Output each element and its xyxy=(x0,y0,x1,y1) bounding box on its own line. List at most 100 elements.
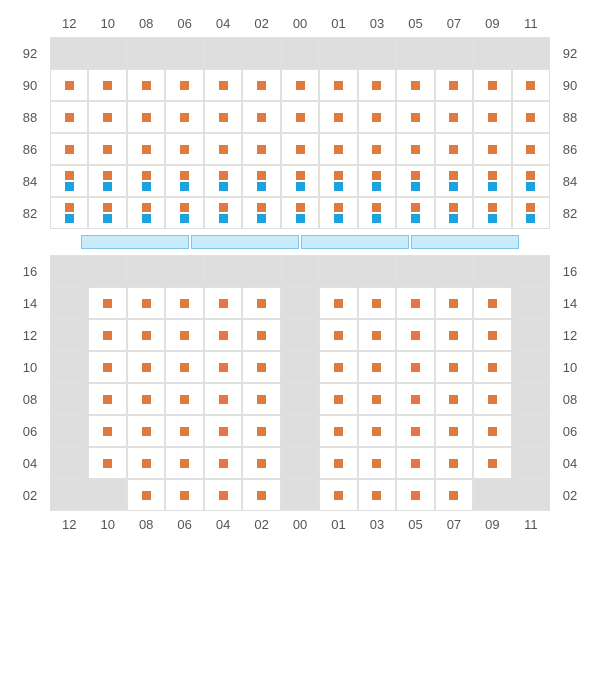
seat-cell[interactable] xyxy=(204,69,242,101)
seat-cell[interactable] xyxy=(242,319,280,351)
seat-cell[interactable] xyxy=(319,197,357,229)
seat-cell[interactable] xyxy=(396,197,434,229)
seat-cell[interactable] xyxy=(396,133,434,165)
seat-cell[interactable] xyxy=(435,447,473,479)
seat-cell[interactable] xyxy=(127,415,165,447)
seat-cell[interactable] xyxy=(358,287,396,319)
seat-cell[interactable] xyxy=(396,287,434,319)
seat-cell[interactable] xyxy=(435,287,473,319)
seat-cell[interactable] xyxy=(204,287,242,319)
seat-cell[interactable] xyxy=(50,133,88,165)
seat-cell[interactable] xyxy=(435,197,473,229)
seat-cell[interactable] xyxy=(319,479,357,511)
seat-cell[interactable] xyxy=(396,101,434,133)
seat-cell[interactable] xyxy=(512,101,550,133)
seat-cell[interactable] xyxy=(435,479,473,511)
seat-cell[interactable] xyxy=(50,197,88,229)
seat-cell[interactable] xyxy=(204,447,242,479)
seat-cell[interactable] xyxy=(242,165,280,197)
seat-cell[interactable] xyxy=(435,165,473,197)
seat-cell[interactable] xyxy=(127,383,165,415)
seat-cell[interactable] xyxy=(435,69,473,101)
seat-cell[interactable] xyxy=(127,133,165,165)
seat-cell[interactable] xyxy=(358,101,396,133)
seat-cell[interactable] xyxy=(88,319,126,351)
seat-cell[interactable] xyxy=(319,287,357,319)
seat-cell[interactable] xyxy=(88,133,126,165)
seat-cell[interactable] xyxy=(358,133,396,165)
seat-cell[interactable] xyxy=(204,383,242,415)
seat-cell[interactable] xyxy=(242,133,280,165)
seat-cell[interactable] xyxy=(358,383,396,415)
seat-cell[interactable] xyxy=(165,319,203,351)
seat-cell[interactable] xyxy=(204,319,242,351)
seat-cell[interactable] xyxy=(358,197,396,229)
seat-cell[interactable] xyxy=(88,383,126,415)
seat-cell[interactable] xyxy=(396,69,434,101)
seat-cell[interactable] xyxy=(396,479,434,511)
seat-cell[interactable] xyxy=(473,287,511,319)
seat-cell[interactable] xyxy=(127,319,165,351)
seat-cell[interactable] xyxy=(88,415,126,447)
seat-cell[interactable] xyxy=(88,197,126,229)
seat-cell[interactable] xyxy=(242,383,280,415)
seat-cell[interactable] xyxy=(242,69,280,101)
seat-cell[interactable] xyxy=(435,101,473,133)
seat-cell[interactable] xyxy=(358,447,396,479)
seat-cell[interactable] xyxy=(473,383,511,415)
seat-cell[interactable] xyxy=(165,165,203,197)
seat-cell[interactable] xyxy=(473,69,511,101)
seat-cell[interactable] xyxy=(204,351,242,383)
seat-cell[interactable] xyxy=(319,101,357,133)
seat-cell[interactable] xyxy=(88,69,126,101)
seat-cell[interactable] xyxy=(358,319,396,351)
seat-cell[interactable] xyxy=(473,447,511,479)
seat-cell[interactable] xyxy=(396,415,434,447)
seat-cell[interactable] xyxy=(204,197,242,229)
seat-cell[interactable] xyxy=(242,479,280,511)
seat-cell[interactable] xyxy=(88,287,126,319)
seat-cell[interactable] xyxy=(358,165,396,197)
seat-cell[interactable] xyxy=(319,165,357,197)
seat-cell[interactable] xyxy=(127,101,165,133)
seat-cell[interactable] xyxy=(473,133,511,165)
seat-cell[interactable] xyxy=(242,351,280,383)
seat-cell[interactable] xyxy=(127,351,165,383)
seat-cell[interactable] xyxy=(88,101,126,133)
seat-cell[interactable] xyxy=(242,447,280,479)
seat-cell[interactable] xyxy=(127,287,165,319)
seat-cell[interactable] xyxy=(281,69,319,101)
seat-cell[interactable] xyxy=(319,69,357,101)
seat-cell[interactable] xyxy=(165,69,203,101)
seat-cell[interactable] xyxy=(165,197,203,229)
seat-cell[interactable] xyxy=(473,351,511,383)
seat-cell[interactable] xyxy=(473,197,511,229)
seat-cell[interactable] xyxy=(281,133,319,165)
seat-cell[interactable] xyxy=(319,415,357,447)
seat-cell[interactable] xyxy=(127,479,165,511)
seat-cell[interactable] xyxy=(512,165,550,197)
seat-cell[interactable] xyxy=(281,101,319,133)
seat-cell[interactable] xyxy=(242,101,280,133)
seat-cell[interactable] xyxy=(358,415,396,447)
seat-cell[interactable] xyxy=(204,133,242,165)
seat-cell[interactable] xyxy=(319,133,357,165)
seat-cell[interactable] xyxy=(319,319,357,351)
seat-cell[interactable] xyxy=(396,351,434,383)
seat-cell[interactable] xyxy=(281,197,319,229)
seat-cell[interactable] xyxy=(242,415,280,447)
seat-cell[interactable] xyxy=(319,447,357,479)
seat-cell[interactable] xyxy=(435,415,473,447)
seat-cell[interactable] xyxy=(165,479,203,511)
seat-cell[interactable] xyxy=(435,383,473,415)
seat-cell[interactable] xyxy=(88,165,126,197)
seat-cell[interactable] xyxy=(127,447,165,479)
seat-cell[interactable] xyxy=(242,197,280,229)
seat-cell[interactable] xyxy=(204,165,242,197)
seat-cell[interactable] xyxy=(512,197,550,229)
seat-cell[interactable] xyxy=(127,197,165,229)
seat-cell[interactable] xyxy=(165,133,203,165)
seat-cell[interactable] xyxy=(396,383,434,415)
seat-cell[interactable] xyxy=(396,319,434,351)
seat-cell[interactable] xyxy=(473,415,511,447)
